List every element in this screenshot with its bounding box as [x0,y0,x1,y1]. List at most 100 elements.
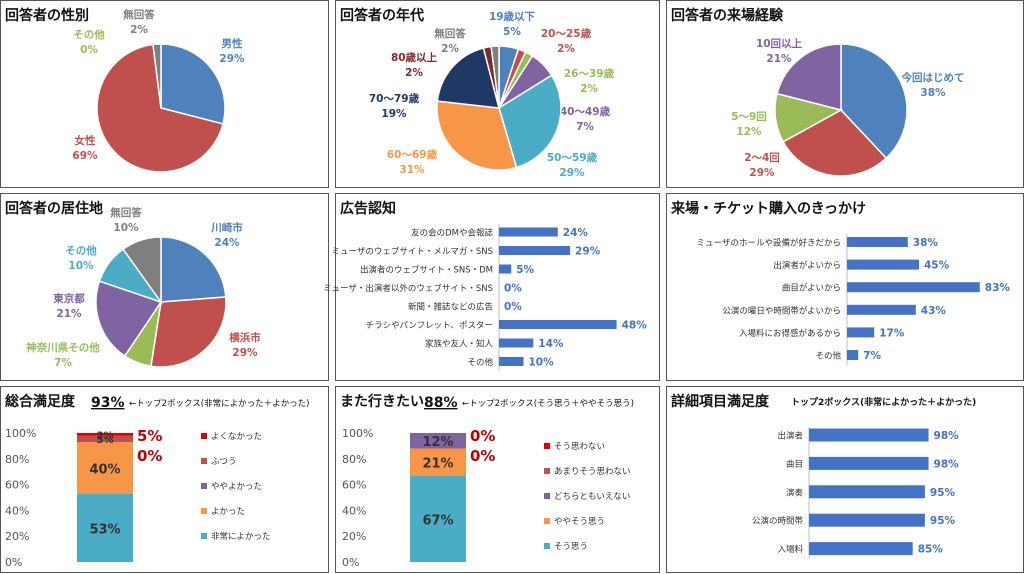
y-tick-label: 0% [342,556,359,569]
legend-swatch [544,468,550,474]
again-stacked-chart: 100% 80% 60% 40% 20% 0% 67% 21% 12% 0% 0% 88% ←トップ2ボ… [342,395,634,569]
category-label: 公演の曜日や時間帯がよいから [722,305,841,316]
category-label: 公演の時間帯 [752,516,804,527]
bar-value-label: 43% [921,305,947,317]
y-tick-label: 80% [342,453,366,466]
callout-label: 0% [137,447,162,465]
stack-segment [410,433,466,449]
bar [847,350,859,360]
slice-name-label: 川崎市 [210,221,243,234]
stack-segment [77,493,133,562]
y-tick-label: 20% [342,530,366,543]
slice-name-label: 男性 [222,37,243,50]
callout-label: 5% [137,427,162,445]
legend-swatch [544,493,550,499]
detail-bar-chart: 出演者 98% 曲目 98% 演奏 95% 公演の時間帯 95% 入場料 85% トップ2ボックス(… [752,396,976,559]
bar-value-label: 48% [622,320,648,332]
bar [499,246,571,255]
panel-title: 来場・チケット購入のきっかけ [671,201,867,217]
legend-swatch [201,433,207,439]
panel-title: 回答者の性別 [5,8,89,24]
panel-title: 広告認知 [340,201,396,217]
residence-pie-chart: 川崎市 24% 横浜市 29% 神奈川県その他 7% 東京都 21% その他 10% 無回答 10% [26,206,261,369]
y-tick-label: 100% [342,427,373,440]
slice-name-label: 80歳以上 [391,51,438,64]
panel-trigger: 来場・チケット購入のきっかけ ミューザのホールや設備が好きだから 38% 出演者がよ… [666,193,1024,381]
category-label: その他 [815,351,841,362]
bar-value-label: 95% [930,487,956,499]
bar-value-label: 17% [879,327,905,339]
legend-swatch [544,543,550,549]
y-tick-label: 60% [5,479,29,492]
y-tick-label: 40% [342,504,366,517]
bar-value-label: 45% [924,260,950,272]
bar [847,304,916,315]
pie-slice [490,45,500,109]
category-label: ミューザのウェブサイト・メルマガ・SNS [332,246,493,257]
callout-label: 0% [470,447,495,465]
legend-swatch [201,483,207,489]
bar [847,259,919,270]
slice-value-label: 10% [68,260,94,272]
bar [499,227,558,237]
slice-name-label: 今回はじめて [901,71,965,84]
legend-swatch [201,508,207,514]
slice-name-label: 東京都 [53,292,85,305]
legend-label: ややそう思う [554,517,605,527]
slice-name-label: 神奈川県その他 [26,341,100,354]
slice-name-label: 横浜市 [229,331,261,344]
panel-title: 回答者の来場経験 [671,8,783,24]
segment-value-label: 12% [422,435,453,450]
pie-slice [160,236,227,303]
y-tick-label: 60% [342,479,366,492]
bar-value-label: 7% [863,350,881,362]
pie-slice [840,43,908,160]
legend-swatch [201,533,207,539]
bar [499,338,534,348]
bar-value-label: 29% [575,246,601,258]
slice-name-label: 60～69歳 [387,148,438,161]
bar [847,237,908,247]
legend-label: ふつう [211,457,237,467]
segment-value-label: 21% [422,457,453,472]
legend-label: よくなかった [211,432,262,442]
panel-title: 総合満足度 [5,394,75,410]
slice-name-label: 50～59歳 [547,151,598,164]
slice-name-label: 女性 [75,134,96,147]
slice-value-label: 29% [232,347,258,359]
segment-value-label: 53% [89,522,120,537]
category-label: 友の会のDMや会報誌 [411,228,493,239]
slice-value-label: 24% [214,237,240,249]
panel-gender: 回答者の性別 男性 29% 女性 69% その他 0% 無回答 2% [0,0,329,188]
stack-segment [77,435,133,443]
stack-segment [410,475,466,562]
panel-title: また行きたい [340,394,424,410]
bar-value-label: 98% [934,458,960,470]
bar-value-label: 5% [516,264,534,276]
callout-label: 0% [470,427,495,445]
trigger-bar-chart: ミューザのホールや設備が好きだから 38% 出演者がよいから 45% 曲目がよいから 83… [697,234,1010,365]
bar [809,542,913,556]
top2-value: 88% [424,395,458,411]
bar-value-label: 85% [918,544,944,556]
pie-slice [150,296,227,368]
slice-value-label: 2% [557,43,575,55]
slice-value-label: 12% [736,126,762,138]
category-label: 入場料にお得感があるから [739,328,841,339]
slice-name-label: 19歳以下 [489,10,536,23]
slice-value-label: 5% [503,26,521,38]
legend-swatch [544,443,550,449]
panel-detail: 詳細項目満足度 出演者 98% 曲目 98% 演奏 95% 公演の時間帯 95% 入場料 85% ト… [666,386,1024,573]
pie-slice [152,43,162,109]
slice-name-label: 5～9回 [731,111,767,123]
slice-name-label: その他 [73,28,105,41]
legend-label: どちらともいえない [554,492,630,502]
slice-value-label: 2% [405,67,423,79]
category-label: 新聞・雑誌などの広告 [408,302,493,313]
bar-value-label: 24% [563,227,589,239]
legend-swatch [544,518,550,524]
bar-value-label: 0% [504,283,522,295]
slice-name-label: 40～49歳 [560,105,611,118]
pie-slice [436,47,500,109]
slice-value-label: 29% [559,167,585,179]
